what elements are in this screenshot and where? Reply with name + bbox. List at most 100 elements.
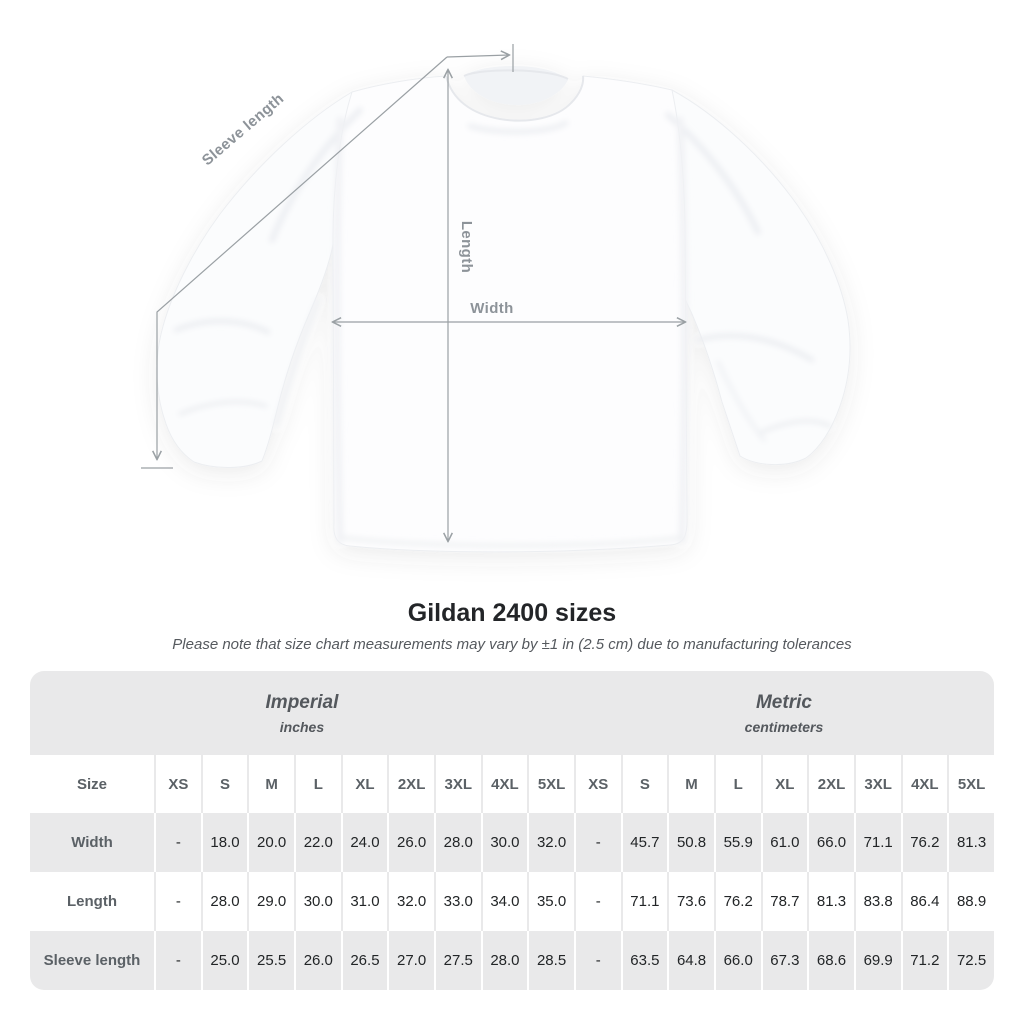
size-header-l: L: [293, 755, 341, 813]
value-cell: 28.5: [527, 931, 574, 990]
size-header-s: S: [200, 755, 248, 813]
value-cell: 33.0: [433, 872, 481, 931]
collar-back-band: [463, 69, 569, 80]
metric-unit-label: centimeters: [744, 718, 824, 735]
value-cell: 71.1: [620, 872, 668, 931]
value-cell: 18.0: [200, 813, 248, 872]
value-cell: 35.0: [527, 872, 574, 931]
value-cell: 29.0: [247, 872, 294, 931]
value-cell: 31.0: [340, 872, 388, 931]
value-cell: 76.2: [713, 872, 761, 931]
value-cell: -: [154, 931, 201, 990]
sleeve-length-arrow-top: [446, 55, 509, 57]
width-label: Width: [470, 300, 514, 317]
value-cell: -: [154, 872, 201, 931]
size-header-3xl: 3XL: [433, 755, 481, 813]
value-cell: 28.0: [480, 931, 528, 990]
value-cell: -: [573, 931, 621, 990]
value-cell: 30.0: [293, 872, 341, 931]
collar-opening: [464, 66, 568, 106]
size-header-m: M: [667, 755, 714, 813]
value-cell: 25.0: [200, 931, 248, 990]
value-cell: 61.0: [760, 813, 808, 872]
value-cell: 83.8: [853, 872, 901, 931]
dimension-lines: [141, 44, 685, 541]
value-cell: 81.3: [807, 872, 854, 931]
value-cell: 26.0: [293, 931, 341, 990]
value-cell: 68.6: [807, 931, 854, 990]
shirt-left-sleeve: [156, 90, 353, 469]
size-table: Imperial inches Metric centimeters Size …: [30, 671, 994, 990]
value-cell: 34.0: [480, 872, 528, 931]
value-cell: 27.5: [433, 931, 481, 990]
row-label: Sleeve length: [30, 931, 154, 990]
fabric-creases: [173, 107, 832, 548]
value-cell: 32.0: [387, 872, 434, 931]
value-cell: -: [573, 872, 621, 931]
value-cell: 71.2: [900, 931, 948, 990]
size-column-header: Size: [30, 755, 154, 813]
value-cell: 28.0: [200, 872, 248, 931]
length-label: Length: [458, 221, 475, 273]
size-header-m: M: [247, 755, 294, 813]
value-cell: 20.0: [247, 813, 294, 872]
value-cell: 24.0: [340, 813, 388, 872]
value-cell: 88.9: [947, 872, 994, 931]
size-header-4xl: 4XL: [900, 755, 948, 813]
size-header-row: Size XS S M L XL 2XL 3XL 4XL 5XL XS S M L XL 2XL 3XL 4XL…: [30, 755, 994, 813]
table-row: Sleeve length -25.0 25.5 26.0 26.5 27.0 27.5 28…: [30, 931, 994, 990]
value-cell: 67.3: [760, 931, 808, 990]
shirt-right-sleeve: [662, 89, 851, 466]
value-cell: 26.0: [387, 813, 434, 872]
imperial-group-header: Imperial inches: [30, 671, 574, 755]
value-cell: 71.1: [853, 813, 901, 872]
sleeve-length-line: [157, 56, 448, 459]
value-cell: 55.9: [713, 813, 761, 872]
imperial-label: Imperial: [265, 691, 339, 713]
size-header-5xl: 5XL: [947, 755, 994, 813]
collar-seam: [445, 75, 585, 122]
value-cell: 66.0: [713, 931, 761, 990]
row-label: Width: [30, 813, 154, 872]
size-header-xl: XL: [340, 755, 388, 813]
value-cell: 28.0: [433, 813, 481, 872]
size-header-5xl: 5XL: [527, 755, 574, 813]
metric-group-header: Metric centimeters: [573, 671, 994, 755]
value-cell: 32.0: [527, 813, 574, 872]
size-header-s: S: [620, 755, 668, 813]
value-cell: 63.5: [620, 931, 668, 990]
value-cell: 69.9: [853, 931, 901, 990]
value-cell: 78.7: [760, 872, 808, 931]
value-cell: -: [573, 813, 621, 872]
value-cell: 25.5: [247, 931, 294, 990]
size-header-4xl: 4XL: [480, 755, 528, 813]
size-header-2xl: 2XL: [807, 755, 854, 813]
value-cell: -: [154, 813, 201, 872]
value-cell: 26.5: [340, 931, 388, 990]
value-cell: 86.4: [900, 872, 948, 931]
unit-group-row: Imperial inches Metric centimeters: [30, 671, 994, 755]
metric-label: Metric: [755, 691, 812, 713]
size-chart-table: Imperial inches Metric centimeters Size …: [30, 671, 994, 990]
table-row: Width -18.0 20.0 22.0 24.0 26.0 28.0 30.0 32.0-4…: [30, 813, 994, 872]
value-cell: 81.3: [947, 813, 994, 872]
value-cell: 64.8: [667, 931, 714, 990]
value-cell: 72.5: [947, 931, 994, 990]
size-header-l: L: [713, 755, 761, 813]
size-header-2xl: 2XL: [387, 755, 434, 813]
shirt-measurement-diagram: Sleeve length Length Width: [141, 44, 851, 553]
value-cell: 50.8: [667, 813, 714, 872]
size-header-3xl: 3XL: [853, 755, 901, 813]
table-row: Length -28.0 29.0 30.0 31.0 32.0 33.0 34.0 35.0-…: [30, 872, 994, 931]
size-header-xl: XL: [760, 755, 808, 813]
value-cell: 45.7: [620, 813, 668, 872]
value-cell: 22.0: [293, 813, 341, 872]
shirt-illustration: [156, 66, 851, 553]
value-cell: 66.0: [807, 813, 854, 872]
row-label: Length: [30, 872, 154, 931]
imperial-unit-label: inches: [279, 718, 325, 735]
size-header-xs: XS: [154, 755, 201, 813]
page-title: Gildan 2400 sizes: [407, 599, 617, 627]
value-cell: 27.0: [387, 931, 434, 990]
